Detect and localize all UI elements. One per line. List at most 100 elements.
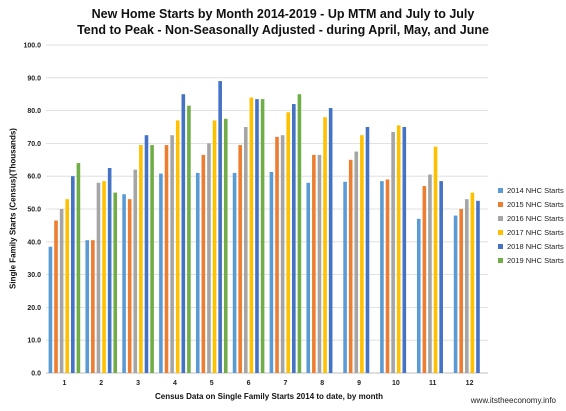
legend-label: 2016 NHC Starts	[507, 213, 564, 223]
bar	[360, 135, 364, 373]
y-tick-label: 80.0	[27, 108, 41, 115]
y-tick-label: 40.0	[27, 239, 41, 246]
legend-entry: 2015 NHC Starts	[498, 197, 564, 211]
bar	[175, 120, 180, 373]
x-tick-label: 2	[99, 380, 103, 387]
chart-title-line-1: New Home Starts by Month 2014-2019 - Up …	[91, 7, 475, 21]
bar	[243, 127, 248, 373]
x-tick-label: 3	[136, 380, 140, 387]
bar	[380, 181, 384, 373]
legend-entry: 2019 NHC Starts	[498, 253, 564, 267]
y-tick-label: 50.0	[27, 207, 41, 214]
bar	[297, 94, 302, 373]
y-tick-label: 10.0	[27, 338, 41, 345]
y-tick-label: 0.0	[31, 371, 41, 378]
bar	[122, 194, 126, 373]
legend-label: 2014 NHC Starts	[507, 185, 564, 195]
legend-entry: 2017 NHC Starts	[498, 225, 564, 239]
bar	[218, 81, 222, 373]
bar	[164, 145, 169, 373]
bar	[260, 99, 265, 374]
chart-title-line-2: Tend to Peak - Non-Seasonally Adjusted -…	[77, 23, 489, 37]
bar	[65, 199, 70, 373]
bar	[102, 181, 106, 373]
legend-entry: 2016 NHC Starts	[498, 211, 564, 225]
bar	[439, 181, 443, 373]
x-tick-label: 11	[429, 380, 437, 387]
watermark: www.itstheeconomy.info	[470, 396, 556, 405]
bar	[181, 94, 186, 373]
bar	[170, 135, 174, 373]
x-tick-label: 5	[210, 380, 214, 387]
legend-label: 2015 NHC Starts	[507, 199, 564, 209]
bar	[255, 99, 259, 374]
x-tick-label: 1	[62, 380, 66, 387]
bar	[150, 145, 154, 373]
bar	[422, 186, 427, 373]
bar	[343, 181, 347, 373]
bar	[159, 173, 163, 373]
bar	[317, 154, 322, 373]
x-axis-label: Census Data on Single Family Starts 2014…	[154, 392, 384, 401]
bar	[144, 135, 149, 373]
bar	[232, 172, 237, 373]
bar	[354, 151, 359, 373]
x-tick-label: 9	[357, 380, 361, 387]
legend-entry: 2018 NHC Starts	[498, 239, 564, 253]
bar	[139, 145, 143, 373]
legend-swatch	[498, 215, 503, 221]
bar	[113, 192, 118, 373]
bar	[459, 209, 463, 373]
legend-swatch	[498, 257, 503, 263]
bar	[402, 127, 407, 373]
bar	[238, 145, 242, 373]
bar	[453, 215, 458, 373]
bar	[96, 182, 101, 373]
x-tick-label: 8	[320, 380, 324, 387]
y-tick-label: 90.0	[27, 75, 41, 82]
legend-entry: 2014 NHC Starts	[498, 183, 564, 197]
bar	[385, 179, 390, 373]
legend: 2014 NHC Starts 2015 NHC Starts 2016 NHC S…	[498, 183, 564, 267]
bar	[107, 168, 112, 373]
bar	[195, 172, 200, 373]
bar	[133, 169, 138, 373]
bar	[48, 246, 53, 373]
bar	[280, 135, 285, 373]
bar	[201, 154, 206, 373]
bar	[470, 192, 475, 373]
legend-swatch	[498, 201, 503, 207]
bar	[312, 154, 316, 373]
bar	[212, 120, 217, 373]
bar	[269, 171, 274, 373]
bar	[76, 163, 81, 373]
x-tick-label: 4	[173, 380, 177, 387]
bar	[433, 146, 438, 373]
legend-label: 2017 NHC Starts	[507, 227, 564, 237]
legend-swatch	[498, 229, 503, 235]
x-tick-label: 10	[392, 380, 400, 387]
bar	[59, 209, 64, 373]
y-tick-label: 20.0	[27, 305, 41, 312]
bar	[416, 218, 421, 373]
bar	[71, 176, 75, 373]
x-tick-label: 7	[283, 380, 287, 387]
bar	[127, 199, 132, 373]
bar	[323, 117, 327, 373]
y-axis-label: Single Family Starts (Census)(Thousands)	[8, 128, 18, 289]
bar	[391, 131, 395, 373]
bar	[306, 182, 311, 373]
bar	[54, 220, 58, 373]
legend-swatch	[498, 243, 503, 249]
bar	[476, 200, 480, 373]
y-tick-label: 60.0	[27, 174, 41, 181]
legend-label: 2019 NHC Starts	[507, 255, 564, 265]
y-tick-label: 30.0	[27, 272, 41, 279]
y-tick-label: 70.0	[27, 141, 41, 148]
bar	[396, 125, 401, 373]
bar	[464, 199, 469, 373]
y-tick-label: 100.0	[23, 43, 41, 50]
bar	[428, 174, 432, 373]
